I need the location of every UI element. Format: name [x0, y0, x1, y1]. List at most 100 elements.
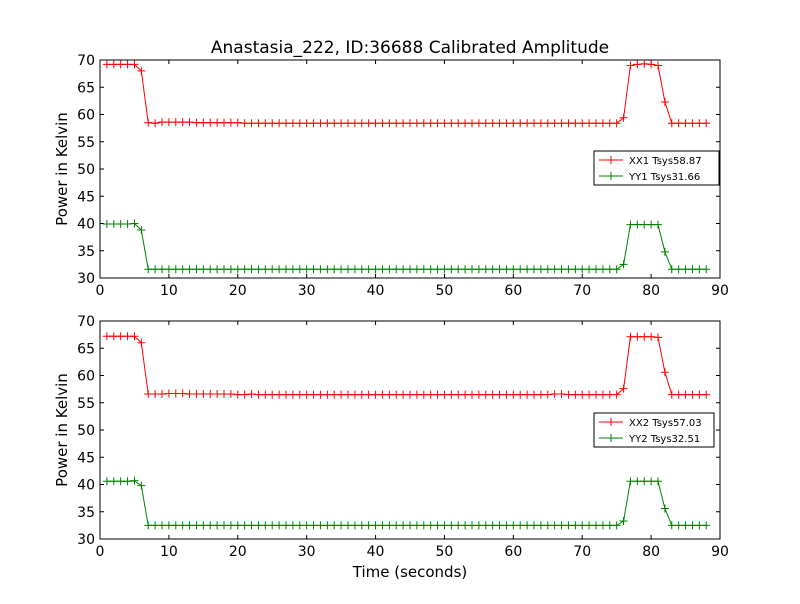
data-point: [543, 119, 552, 128]
data-point: [378, 390, 387, 399]
data-point: [557, 390, 566, 399]
data-point: [571, 119, 580, 128]
data-point: [619, 517, 628, 526]
data-point: [144, 265, 153, 274]
data-point: [433, 119, 442, 128]
x-tick-label: 30: [298, 544, 316, 560]
data-point: [654, 61, 662, 70]
data-point: [226, 265, 235, 274]
data-point: [426, 265, 435, 274]
data-point: [357, 265, 366, 274]
data-point: [392, 265, 401, 274]
data-point: [233, 390, 242, 399]
data-point: [247, 265, 256, 274]
data-point: [268, 521, 277, 530]
data-point: [392, 521, 401, 530]
data-point: [626, 477, 635, 486]
data-point: [371, 521, 380, 530]
legend-label: YY1 Tsys31.66: [628, 172, 700, 183]
data-point: [461, 521, 470, 530]
data-point: [206, 521, 215, 530]
data-point: [371, 119, 380, 128]
data-point: [598, 119, 607, 128]
data-point: [330, 521, 339, 530]
data-point: [254, 265, 263, 274]
data-point: [316, 521, 325, 530]
data-point: [102, 332, 111, 341]
y-tick-label: 70: [77, 53, 95, 69]
data-point: [233, 521, 242, 530]
data-point: [385, 119, 394, 128]
data-point: [164, 521, 173, 530]
data-point: [564, 390, 573, 399]
data-point: [605, 521, 614, 530]
x-tick-label: 70: [573, 283, 591, 299]
data-point: [109, 60, 118, 69]
data-point: [626, 220, 635, 229]
data-point: [633, 220, 642, 229]
data-point: [185, 118, 194, 127]
data-point: [578, 119, 587, 128]
data-point: [309, 265, 318, 274]
data-point: [468, 265, 476, 274]
data-point: [543, 265, 552, 274]
data-point: [640, 477, 649, 486]
x-tick-label: 40: [367, 283, 385, 299]
data-point: [364, 119, 373, 128]
data-point: [233, 118, 242, 127]
data-point: [240, 119, 249, 128]
data-point: [350, 265, 359, 274]
data-point: [564, 521, 573, 530]
data-point: [412, 265, 421, 274]
data-point: [344, 265, 352, 274]
data-point: [564, 265, 573, 274]
data-point: [688, 119, 697, 128]
data-point: [192, 118, 201, 127]
data-point: [109, 332, 118, 341]
data-point: [667, 390, 676, 399]
data-point: [557, 119, 566, 128]
data-point: [550, 390, 559, 399]
data-point: [440, 521, 449, 530]
data-point: [509, 521, 518, 530]
data-point: [488, 521, 497, 530]
data-point: [674, 521, 683, 530]
data-point: [240, 265, 249, 274]
data-point: [406, 521, 414, 530]
data-point: [213, 521, 222, 530]
y-tick-label: 65: [77, 80, 95, 96]
data-point: [440, 119, 449, 128]
data-point: [178, 265, 187, 274]
legend-marker: [607, 172, 615, 180]
data-point: [282, 521, 290, 530]
data-point: [144, 390, 153, 399]
data-point: [385, 390, 394, 399]
data-point: [164, 118, 173, 127]
data-point: [309, 119, 318, 128]
data-point: [509, 265, 518, 274]
data-point: [702, 521, 711, 530]
data-point: [316, 119, 325, 128]
data-point: [364, 521, 373, 530]
data-point: [144, 521, 153, 530]
data-point: [592, 521, 600, 530]
data-point: [247, 521, 256, 530]
data-point: [419, 390, 428, 399]
data-point: [158, 265, 166, 274]
data-point: [412, 390, 421, 399]
data-point: [481, 265, 490, 274]
data-point: [440, 265, 449, 274]
data-point: [571, 521, 580, 530]
data-point: [619, 260, 628, 269]
data-point: [206, 390, 215, 399]
data-point: [530, 265, 538, 274]
data-point: [516, 119, 525, 128]
data-point: [185, 521, 194, 530]
data-point: [378, 265, 387, 274]
data-point: [288, 521, 297, 530]
y-tick-label: 70: [77, 314, 95, 330]
data-point: [261, 521, 270, 530]
data-point: [302, 119, 311, 128]
data-point: [344, 119, 352, 128]
data-point: [571, 265, 580, 274]
